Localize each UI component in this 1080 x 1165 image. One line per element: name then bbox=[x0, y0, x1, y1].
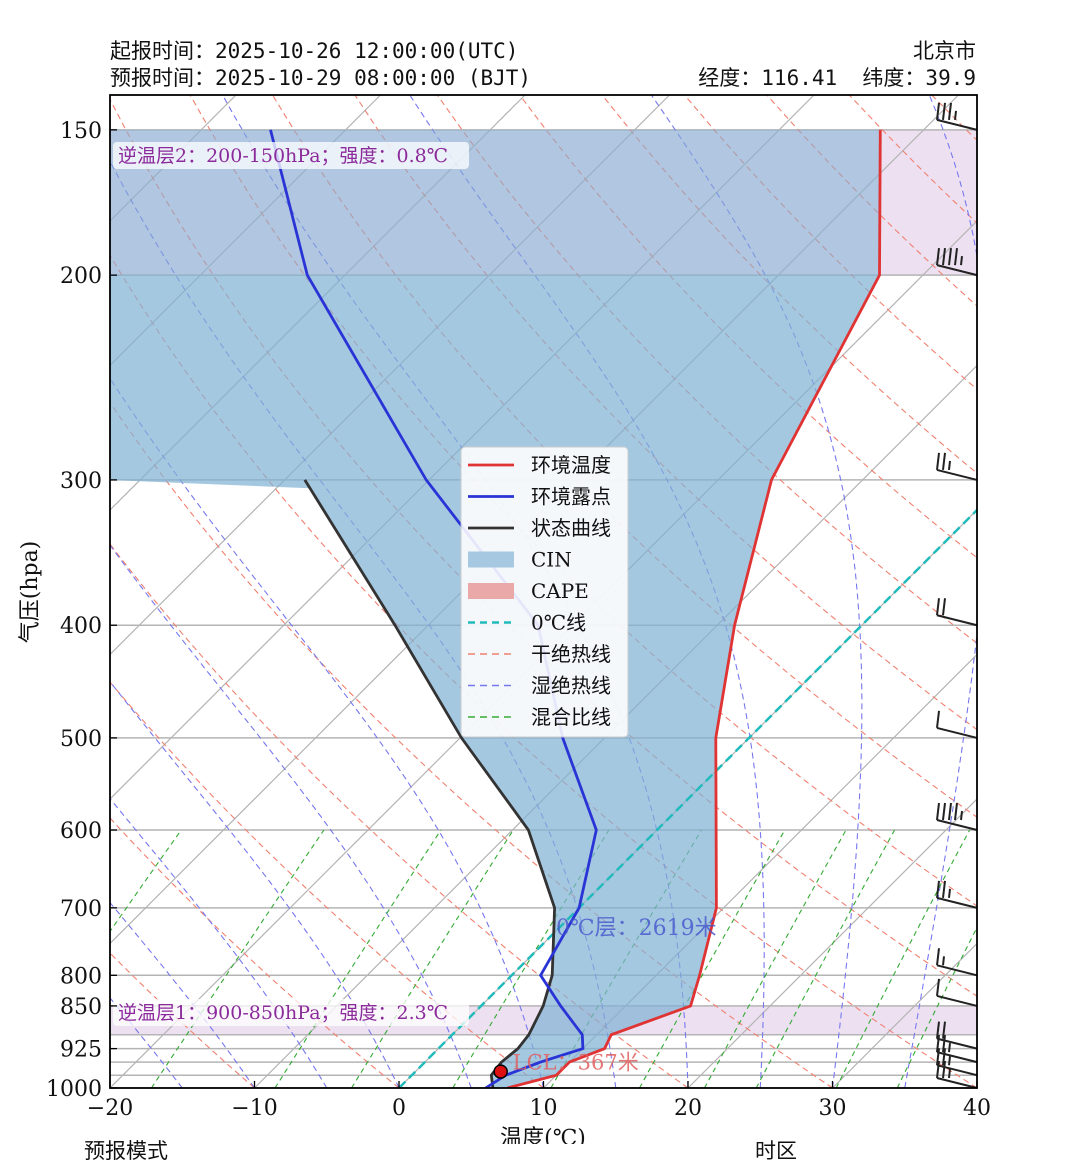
barb-half bbox=[949, 1069, 950, 1078]
barb-full bbox=[937, 948, 939, 965]
x-tick-label: 20 bbox=[674, 1096, 702, 1121]
y-tick-label: 400 bbox=[60, 614, 102, 639]
y-tick-label: 925 bbox=[60, 1038, 102, 1063]
barb-full bbox=[943, 803, 945, 820]
barb-staff bbox=[937, 728, 977, 738]
dry-adiabat bbox=[0, 95, 110, 1088]
y-tick-label: 150 bbox=[60, 119, 102, 144]
legend-label: 状态曲线 bbox=[531, 516, 611, 540]
legend-label: 0℃线 bbox=[531, 611, 586, 635]
moist-adiabat bbox=[977, 95, 1080, 1088]
barb-full bbox=[937, 803, 939, 820]
barb-staff bbox=[937, 898, 977, 908]
timezone-label: 时区 bbox=[755, 1135, 797, 1165]
legend-label: 混合比线 bbox=[531, 705, 611, 729]
barb-staff bbox=[937, 615, 977, 625]
barb-staff bbox=[937, 1078, 977, 1088]
y-axis-label: 气压(hpa) bbox=[18, 541, 43, 644]
barb-half bbox=[961, 811, 962, 820]
inversion-label-1: 逆温层1：900-850hPa；强度：2.3℃ bbox=[118, 1002, 448, 1024]
barb-staff bbox=[937, 470, 977, 480]
barb-half bbox=[949, 1043, 950, 1052]
x-tick-label: 10 bbox=[530, 1096, 558, 1121]
legend-label: 干绝热线 bbox=[531, 642, 611, 666]
barb-full bbox=[943, 881, 945, 898]
barb-staff bbox=[937, 820, 977, 830]
legend-label: CAPE bbox=[531, 579, 589, 603]
legend-label: CIN bbox=[531, 548, 572, 572]
x-tick-label: −20 bbox=[87, 1096, 133, 1121]
wind-barb bbox=[937, 598, 977, 625]
barb-half bbox=[961, 256, 962, 265]
isotherm bbox=[0, 95, 92, 1088]
y-tick-label: 500 bbox=[60, 727, 102, 752]
x-axis-label: 温度(℃) bbox=[500, 1126, 586, 1144]
wind-barb bbox=[937, 103, 977, 130]
legend-swatch bbox=[468, 583, 514, 599]
moist-adiabat bbox=[0, 95, 110, 1088]
barb-full bbox=[937, 979, 939, 996]
barb-full bbox=[943, 598, 945, 615]
x-tick-label: 30 bbox=[819, 1096, 847, 1121]
barb-full bbox=[943, 103, 945, 120]
x-tick-label: 0 bbox=[392, 1096, 406, 1121]
dry-adiabat bbox=[1014, 95, 1080, 1088]
legend-label: 环境温度 bbox=[531, 453, 611, 477]
x-tick-label: −10 bbox=[231, 1096, 277, 1121]
y-tick-label: 700 bbox=[60, 897, 102, 922]
y-tick-label: 600 bbox=[60, 819, 102, 844]
barb-half bbox=[943, 956, 944, 965]
model-label: 预报模式 bbox=[84, 1135, 168, 1165]
barb-full bbox=[949, 803, 951, 820]
barb-half bbox=[955, 111, 956, 120]
wind-barb bbox=[937, 948, 977, 975]
y-tick-label: 850 bbox=[60, 995, 102, 1020]
barb-full bbox=[937, 453, 939, 470]
barb-full bbox=[937, 598, 939, 615]
isotherm bbox=[977, 95, 1080, 1088]
wind-barb bbox=[937, 803, 977, 830]
wind-barb bbox=[937, 881, 977, 908]
legend-swatch bbox=[468, 552, 514, 568]
barb-full bbox=[943, 453, 945, 470]
barb-full bbox=[955, 803, 957, 820]
legend-label: 湿绝热线 bbox=[531, 674, 611, 698]
legend-label: 环境露点 bbox=[531, 485, 611, 509]
barb-half bbox=[949, 889, 950, 898]
barb-full bbox=[937, 711, 939, 728]
barb-half bbox=[949, 1056, 950, 1065]
y-tick-label: 800 bbox=[60, 964, 102, 989]
y-tick-label: 200 bbox=[60, 264, 102, 289]
lcl-marker bbox=[494, 1065, 507, 1078]
lcl-label: LCL：367米 bbox=[513, 1051, 639, 1075]
barb-half bbox=[949, 461, 950, 470]
barb-full bbox=[949, 103, 951, 120]
x-tick-label: 40 bbox=[963, 1096, 991, 1121]
barb-staff bbox=[937, 996, 977, 1006]
freezing-level-label: 0℃层：2619米 bbox=[556, 916, 717, 941]
y-tick-label: 300 bbox=[60, 469, 102, 494]
inversion-label-2: 逆温层2：200-150hPa；强度：0.8℃ bbox=[118, 145, 448, 167]
